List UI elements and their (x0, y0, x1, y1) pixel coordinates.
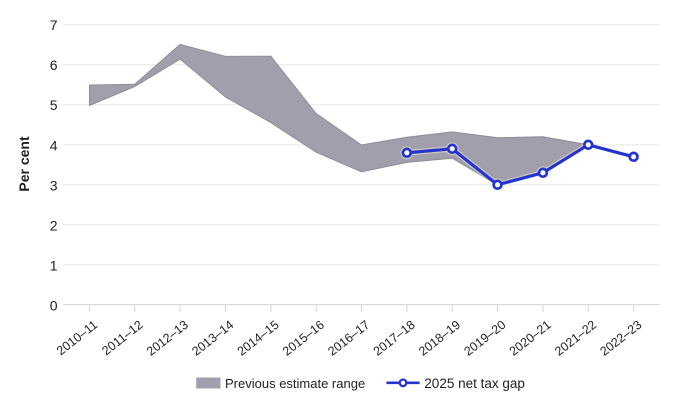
svg-text:4: 4 (50, 137, 58, 153)
svg-text:6: 6 (50, 57, 58, 73)
svg-text:2025 net tax gap: 2025 net tax gap (424, 376, 525, 391)
svg-text:2: 2 (50, 217, 58, 233)
svg-text:Per cent: Per cent (16, 136, 32, 192)
svg-text:5: 5 (50, 97, 58, 113)
svg-text:7: 7 (50, 17, 58, 33)
svg-text:Previous estimate range: Previous estimate range (225, 376, 365, 391)
svg-text:3: 3 (50, 177, 58, 193)
svg-text:0: 0 (50, 297, 58, 313)
svg-text:1: 1 (50, 257, 58, 273)
